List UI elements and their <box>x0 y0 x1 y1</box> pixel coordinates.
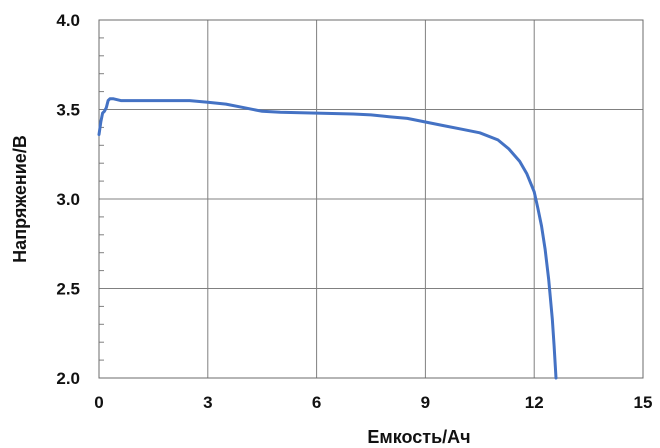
x-tick-labels: 0 3 6 9 12 15 <box>94 393 652 412</box>
y-axis-title: Напряжение/В <box>10 135 30 263</box>
y-tick-labels: 2.0 2.5 3.0 3.5 4.0 <box>56 11 80 388</box>
y-tick-label: 3.0 <box>56 190 80 209</box>
plot-frame <box>98 19 644 379</box>
x-tick-label: 9 <box>421 393 430 412</box>
gridlines <box>98 19 644 379</box>
x-tick-label: 15 <box>634 393 653 412</box>
minor-tick-marks <box>99 19 104 379</box>
x-tick-label: 0 <box>94 393 103 412</box>
series-group <box>97 97 558 380</box>
plot-area <box>97 19 644 380</box>
y-tick-label: 3.5 <box>56 101 80 120</box>
y-tick-label: 2.0 <box>56 369 80 388</box>
x-tick-label: 12 <box>525 393 544 412</box>
x-axis-title: Емкость/Ач <box>367 427 470 447</box>
x-tick-label: 3 <box>203 393 212 412</box>
series-line <box>97 97 558 380</box>
x-tick-label: 6 <box>312 393 321 412</box>
y-tick-label: 2.5 <box>56 280 80 299</box>
y-tick-label: 4.0 <box>56 11 80 30</box>
